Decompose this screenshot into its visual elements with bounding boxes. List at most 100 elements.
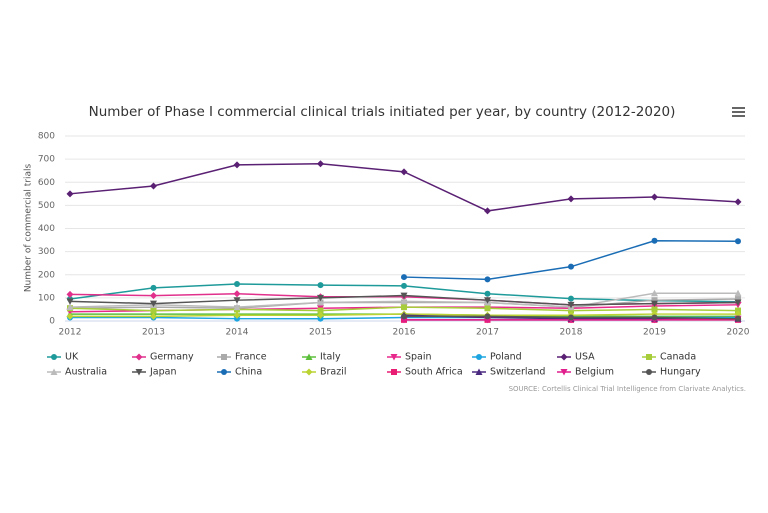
legend-item[interactable]: Hungary [642,367,701,378]
marker [317,294,324,302]
x-tick-label: 2013 [142,328,165,338]
legend-label: Australia [65,367,107,378]
marker [734,198,742,206]
marker [568,263,574,270]
y-tick-label: 800 [38,132,55,142]
marker [651,237,658,244]
legend-item[interactable]: France [217,352,267,363]
legend-marker [221,369,227,375]
legend-item[interactable]: South Africa [387,367,463,378]
marker [233,303,241,311]
marker [233,161,241,169]
legend-item[interactable]: Australia [47,367,107,378]
marker [150,284,157,291]
marker [233,297,241,304]
marker [734,299,742,306]
menu-icon[interactable] [732,107,745,117]
marker [66,290,74,298]
legend-marker [50,368,58,375]
y-tick-label: 300 [38,247,55,257]
marker [651,314,658,321]
y-tick-label: 700 [38,155,55,165]
series-line [403,240,739,281]
x-tick-label: 2012 [59,328,82,338]
x-tick-label: 2017 [476,328,499,338]
x-tick-label: 2016 [393,328,416,338]
marker [150,182,157,190]
marker [233,290,241,298]
marker [150,307,157,314]
legend-item[interactable]: Germany [132,352,194,363]
legend-item[interactable]: Switzerland [472,367,545,378]
source: SOURCE: Cortellis Clinical Trial Intelli… [509,385,746,393]
marker [150,292,157,300]
marker [568,314,574,321]
chart-title: Number of Phase I commercial clinical tr… [89,104,676,120]
y-tick-label: 400 [38,224,55,234]
marker [66,303,74,311]
legend-label: USA [575,352,595,363]
marker [567,301,575,309]
marker [150,300,157,308]
legend-label: Italy [320,352,341,363]
legend-label: China [235,367,262,378]
marker [651,300,658,308]
y-axis-label: Number of commercial trials [24,164,34,293]
marker [233,311,241,319]
legend-item[interactable]: Spain [387,352,432,363]
marker [484,313,491,320]
y-tick-label: 600 [38,178,55,188]
legend-item[interactable]: Brazil [302,367,347,378]
marker [317,282,324,289]
marker [401,282,407,289]
y-tick-label: 200 [38,270,55,280]
marker [568,295,574,302]
marker [651,289,658,297]
legend-label: Germany [150,352,194,363]
legend-label: Japan [149,367,177,378]
legend-marker [221,354,227,360]
legend-item[interactable]: Poland [472,352,522,363]
legend-item[interactable]: China [217,367,262,378]
legend-item[interactable]: Italy [302,352,341,363]
legend-marker [305,368,313,376]
x-tick-label: 2019 [643,328,666,338]
legend-label: Poland [490,352,522,363]
legend-item[interactable]: Belgium [557,367,614,378]
legend-marker [390,354,398,361]
legend-label: Switzerland [490,367,545,378]
legend-item[interactable]: UK [47,352,79,363]
marker [401,274,407,281]
legend-marker [305,353,313,360]
legend-label: Belgium [575,367,614,378]
marker [568,307,574,314]
legend-marker [560,369,568,376]
legend-item[interactable]: Canada [642,352,696,363]
marker [400,168,408,176]
marker [735,238,741,245]
legend-label: Canada [660,352,696,363]
marker [734,289,742,297]
marker [651,306,658,313]
legend-label: Hungary [660,367,701,378]
marker [66,312,74,320]
legend-marker [135,353,143,361]
legend-marker [476,354,482,360]
marker [400,297,408,305]
y-tick-label: 100 [38,293,55,303]
marker [66,190,74,198]
legend-marker [646,369,652,375]
legend-marker [560,353,568,361]
x-tick-label: 2015 [309,328,332,338]
legend-marker [51,354,57,360]
marker [484,305,491,312]
marker [401,304,407,311]
marker [66,298,74,305]
legend-item[interactable]: Japan [132,367,177,378]
y-tick-label: 0 [49,317,55,327]
legend-item[interactable]: USA [557,352,595,363]
marker [317,160,324,168]
legend-marker [475,368,483,375]
marker [484,276,491,283]
